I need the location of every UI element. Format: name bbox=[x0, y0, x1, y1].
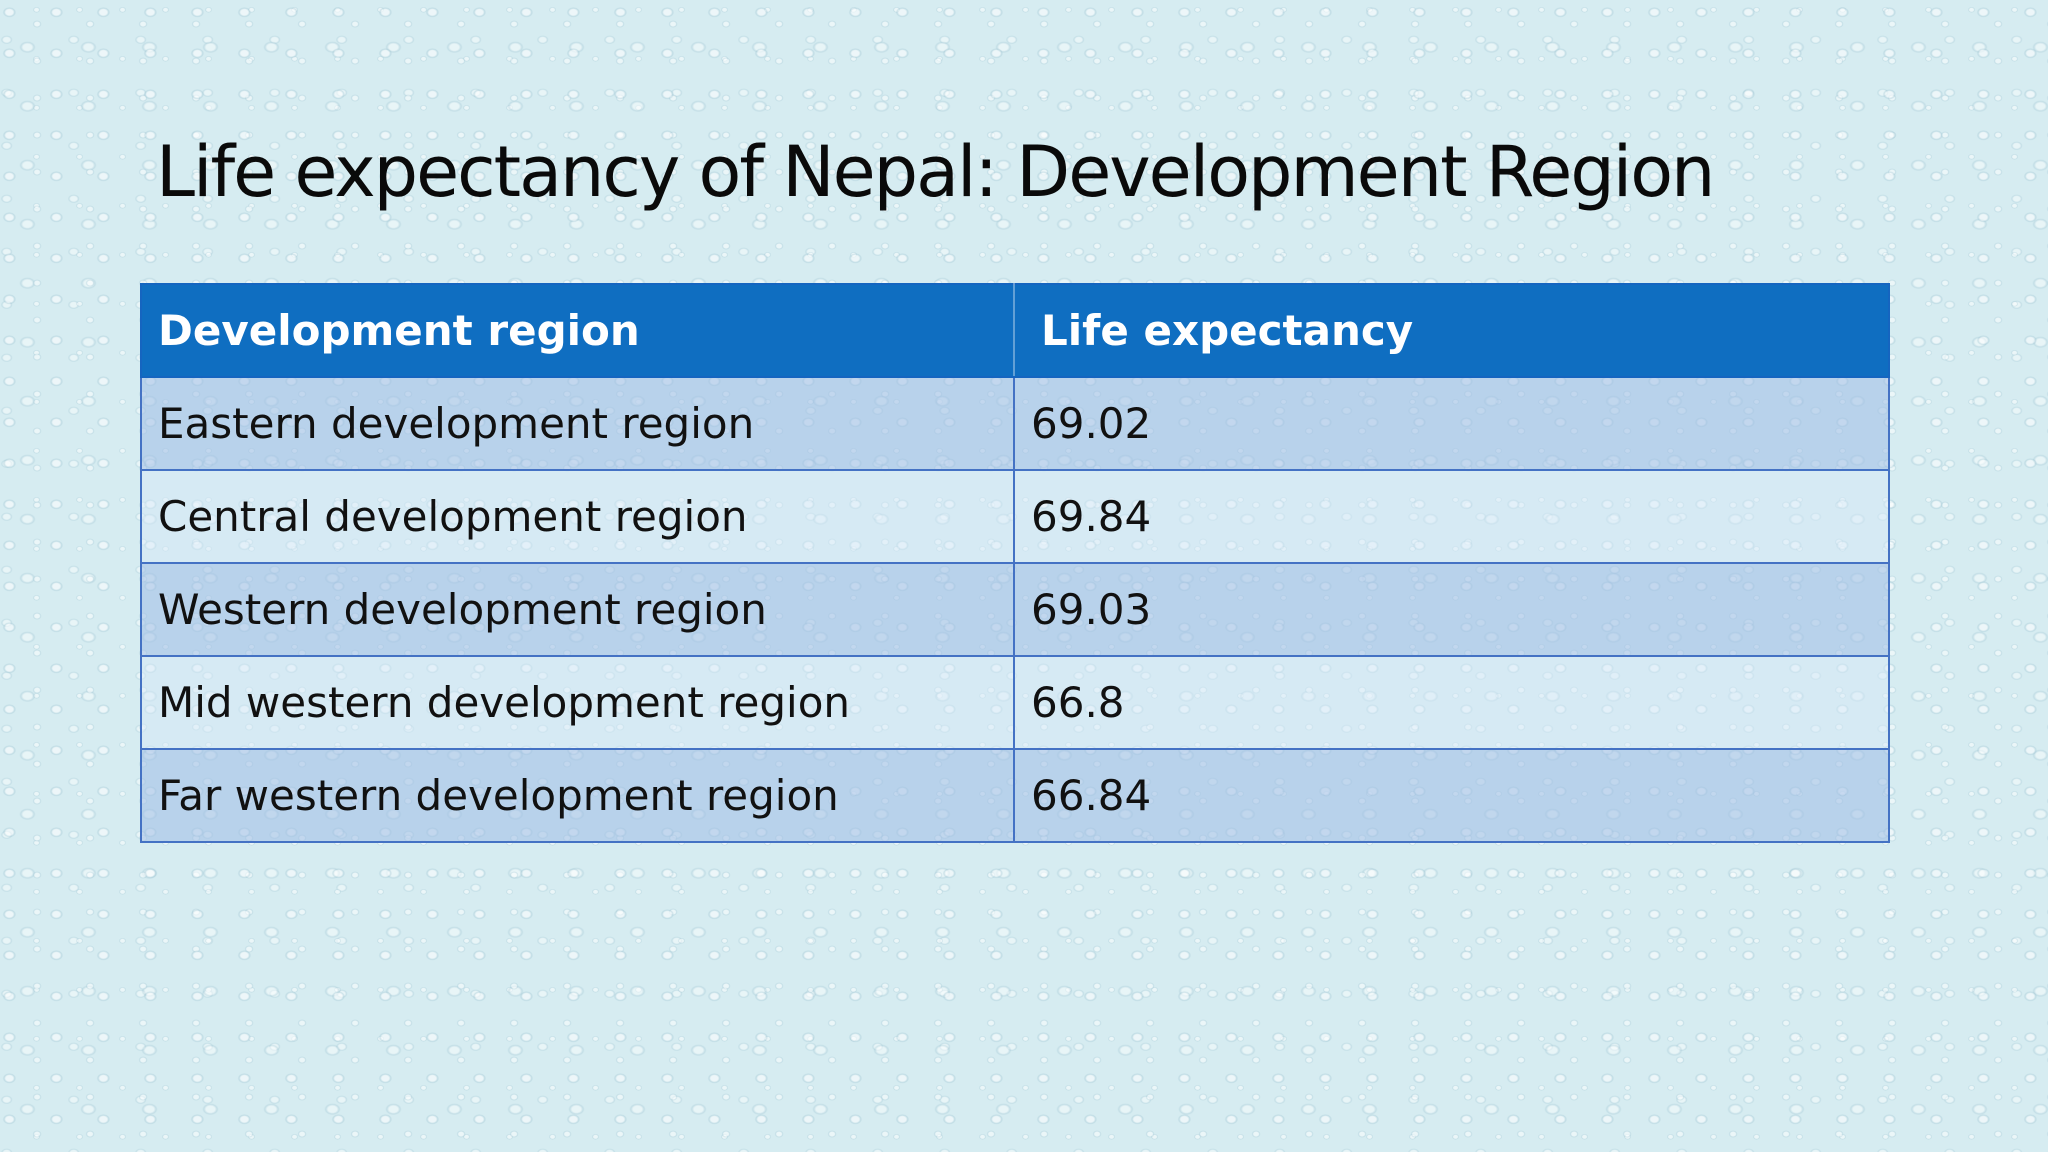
life-expectancy-cell: 66.8 bbox=[1013, 655, 1890, 750]
life-expectancy-cell: 66.84 bbox=[1013, 748, 1890, 843]
life-expectancy-cell: 69.03 bbox=[1013, 562, 1890, 657]
life-expectancy-cell: 69.84 bbox=[1013, 469, 1890, 564]
region-cell: Central development region bbox=[140, 469, 1015, 564]
table-row: Far western development region 66.84 bbox=[140, 748, 1890, 843]
life-expectancy-table: Development region Life expectancy Easte… bbox=[140, 283, 1890, 843]
table-row: Central development region 69.84 bbox=[140, 469, 1890, 564]
region-cell: Far western development region bbox=[140, 748, 1015, 843]
region-cell: Mid western development region bbox=[140, 655, 1015, 750]
column-header-development-region: Development region bbox=[140, 283, 1015, 378]
table-row: Western development region 69.03 bbox=[140, 562, 1890, 657]
table-header-row: Development region Life expectancy bbox=[140, 283, 1890, 378]
region-cell: Eastern development region bbox=[140, 376, 1015, 471]
column-header-life-expectancy: Life expectancy bbox=[1013, 283, 1890, 378]
slide-title: Life expectancy of Nepal: Development Re… bbox=[156, 131, 1715, 213]
region-cell: Western development region bbox=[140, 562, 1015, 657]
life-expectancy-cell: 69.02 bbox=[1013, 376, 1890, 471]
table-row: Mid western development region 66.8 bbox=[140, 655, 1890, 750]
table-row: Eastern development region 69.02 bbox=[140, 376, 1890, 471]
